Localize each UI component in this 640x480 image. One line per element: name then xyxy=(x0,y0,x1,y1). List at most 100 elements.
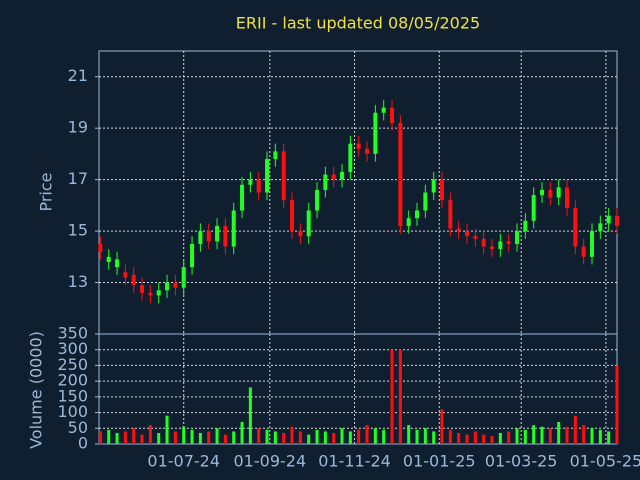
candle-body xyxy=(606,215,611,224)
candle-body xyxy=(581,246,586,257)
volume-bar xyxy=(607,431,611,444)
candle-body xyxy=(365,148,370,154)
volume-bar xyxy=(490,436,494,444)
volume-bar xyxy=(357,429,361,444)
y-axis-label: Price xyxy=(37,172,56,211)
y-axis-label: Volume (0000) xyxy=(27,331,46,449)
volume-bar xyxy=(465,434,469,444)
volume-bar xyxy=(565,426,569,444)
candle-body xyxy=(373,112,378,154)
x-tick-label: 01-05-25 xyxy=(570,452,640,471)
candle-body xyxy=(531,195,536,221)
volume-bar xyxy=(590,428,594,444)
volume-bar xyxy=(532,425,536,444)
y-tick-label: 15 xyxy=(68,221,88,240)
volume-bar xyxy=(423,428,427,444)
volume-bar xyxy=(257,428,261,444)
volume-bar xyxy=(498,433,502,444)
candle-body xyxy=(173,282,178,288)
candle-body xyxy=(290,200,295,232)
volume-bar xyxy=(540,426,544,444)
volume-bar xyxy=(407,425,411,444)
volume-bar xyxy=(398,349,402,444)
candle-body xyxy=(498,241,503,250)
volume-bar xyxy=(390,349,394,444)
volume-bar xyxy=(315,429,319,444)
candle-body xyxy=(206,231,211,242)
candle-body xyxy=(423,192,428,211)
volume-bar xyxy=(373,428,377,444)
volume-bar xyxy=(173,431,177,444)
volume-bar xyxy=(615,365,619,444)
candle-body xyxy=(381,107,386,113)
volume-bar xyxy=(432,431,436,444)
candle-body xyxy=(448,200,453,229)
volume-bar xyxy=(515,428,519,444)
candle-body xyxy=(223,225,228,247)
candle-body xyxy=(573,207,578,247)
volume-bar xyxy=(298,431,302,444)
price-frame xyxy=(98,50,618,335)
candle-body xyxy=(131,274,136,286)
volume-bar xyxy=(215,428,219,444)
candle-body xyxy=(340,171,345,180)
candle-body xyxy=(515,231,520,244)
candle-body xyxy=(473,236,478,239)
volume-bar xyxy=(557,422,561,444)
candle-body xyxy=(148,292,153,296)
volume-bar xyxy=(198,433,202,444)
candle-body xyxy=(98,243,103,252)
candle-body xyxy=(265,159,270,193)
candle-body xyxy=(398,123,403,226)
x-tick-label: 01-09-24 xyxy=(234,452,307,471)
volume-bar xyxy=(107,429,111,444)
y-tick-label: 350 xyxy=(57,324,88,343)
candle-body xyxy=(306,210,311,237)
candle-body xyxy=(323,174,328,190)
y-tick-label: 150 xyxy=(57,386,88,405)
candle-body xyxy=(240,184,245,211)
volume-bar xyxy=(332,433,336,444)
candle-body xyxy=(348,143,353,172)
volume-bar xyxy=(548,428,552,444)
volume-bar xyxy=(573,415,577,444)
volume-bar xyxy=(348,431,352,444)
candle-body xyxy=(140,285,145,293)
volume-bar xyxy=(482,434,486,444)
volume-bar xyxy=(223,434,227,444)
candle-body xyxy=(123,272,128,278)
x-tick-label: 01-07-24 xyxy=(147,452,220,471)
volume-bar xyxy=(140,434,144,444)
volume-bar xyxy=(507,431,511,444)
volume-bar xyxy=(282,433,286,444)
volume-bar xyxy=(415,429,419,444)
volume-bar xyxy=(98,431,102,444)
volume-bar xyxy=(190,429,194,444)
x-tick-label: 01-03-25 xyxy=(485,452,558,471)
candle-body xyxy=(256,179,261,193)
volume-bar xyxy=(473,431,477,444)
candle-body xyxy=(215,225,220,242)
candle-body xyxy=(431,179,436,193)
volume-bar xyxy=(440,409,444,444)
volume-bar xyxy=(232,431,236,444)
y-tick-label: 250 xyxy=(57,355,88,374)
y-tick-label: 19 xyxy=(68,118,88,137)
y-tick-label: 17 xyxy=(68,169,88,188)
x-tick-label: 01-11-24 xyxy=(318,452,391,471)
volume-bar xyxy=(307,434,311,444)
x-tick-label: 01-01-25 xyxy=(403,452,476,471)
candle-body xyxy=(298,231,303,237)
candle-body xyxy=(565,187,570,208)
volume-bar xyxy=(123,431,127,444)
candle-body xyxy=(198,231,203,244)
volume-bar xyxy=(382,429,386,444)
volume-frame xyxy=(98,333,618,445)
candle-body xyxy=(248,179,253,185)
candle-body xyxy=(115,259,120,268)
y-tick-label: 0 xyxy=(78,434,88,453)
candle-body xyxy=(598,223,603,232)
candle-body xyxy=(548,189,553,198)
volume-bar xyxy=(340,428,344,444)
candle-body xyxy=(231,210,236,247)
